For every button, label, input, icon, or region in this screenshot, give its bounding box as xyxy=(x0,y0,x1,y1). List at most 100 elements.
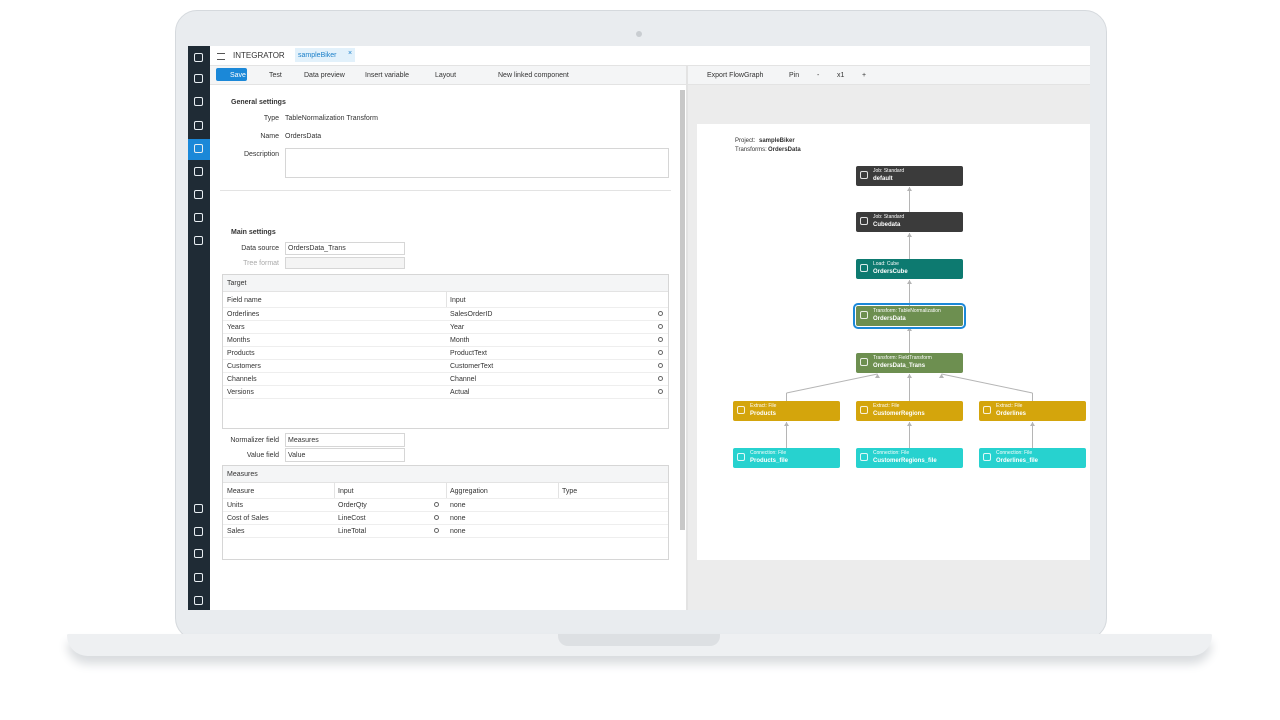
column-divider xyxy=(446,483,447,498)
toolbar-button[interactable]: Insert variable xyxy=(365,72,409,79)
link-icon[interactable] xyxy=(658,337,663,342)
cell: LineCost xyxy=(338,515,366,522)
sidebar-icon[interactable] xyxy=(194,190,203,199)
field-label: Normalizer field xyxy=(230,437,279,444)
node-kind: Connection: File xyxy=(996,450,1033,456)
graph-node[interactable]: Extract: File CustomerRegions xyxy=(856,401,963,421)
value-input[interactable] xyxy=(285,448,405,462)
node-name: OrdersData_Trans xyxy=(873,363,926,369)
panel-header xyxy=(223,466,668,483)
field-value[interactable]: Measures xyxy=(288,437,319,444)
arrow-head xyxy=(907,374,912,378)
link-icon[interactable] xyxy=(434,502,439,507)
sidebar-icon[interactable] xyxy=(194,573,203,582)
sidebar-icon[interactable] xyxy=(194,144,203,153)
sidebar-icon[interactable] xyxy=(194,504,203,513)
graph-node[interactable]: Connection: File Products_file xyxy=(733,448,840,468)
node-name: OrdersData xyxy=(873,316,906,322)
link-icon[interactable] xyxy=(658,311,663,316)
column-header: Input xyxy=(450,297,466,304)
sidebar-icon[interactable] xyxy=(194,167,203,176)
node-kind: Extract: File xyxy=(873,403,900,409)
field-label: Data source xyxy=(241,245,279,252)
description-input[interactable] xyxy=(285,148,669,178)
link-icon[interactable] xyxy=(434,515,439,520)
graph-node[interactable]: Job: Standard default xyxy=(856,166,963,186)
toolbar-button[interactable]: Test xyxy=(269,72,282,79)
field-label: Type xyxy=(263,115,279,122)
toolbar-button[interactable]: Layout xyxy=(435,72,457,79)
link-icon[interactable] xyxy=(658,389,663,394)
tab-label[interactable]: sampleBiker xyxy=(298,52,337,59)
toolbar-button[interactable]: Save xyxy=(230,72,246,79)
table-row xyxy=(223,524,668,538)
table-row xyxy=(223,307,668,321)
table-row xyxy=(223,385,668,399)
graph-node[interactable]: Load: Cube OrdersCube xyxy=(856,259,963,279)
data-source-select[interactable] xyxy=(285,242,405,255)
save-button[interactable] xyxy=(216,68,247,81)
graph-button[interactable]: Pin xyxy=(789,72,800,79)
table-row xyxy=(223,498,668,512)
divider xyxy=(686,66,688,610)
normalizer-input[interactable] xyxy=(285,433,405,447)
graph-node[interactable]: Extract: File Products xyxy=(733,401,840,421)
toolbar-button[interactable]: Data preview xyxy=(304,72,345,79)
toolbar-button[interactable]: New linked component xyxy=(498,72,569,79)
graph-node[interactable]: Connection: File Orderlines_file xyxy=(979,448,1086,468)
sidebar-icon[interactable] xyxy=(194,527,203,536)
sidebar-icon[interactable] xyxy=(194,213,203,222)
table-row xyxy=(223,333,668,347)
graph-button[interactable]: Export FlowGraph xyxy=(707,72,764,79)
graph-button[interactable]: - xyxy=(817,72,820,79)
tab[interactable] xyxy=(295,48,355,62)
graph-node[interactable]: Transform: FieldTransform OrdersData_Tran… xyxy=(856,353,963,373)
sidebar-icon[interactable] xyxy=(194,74,203,83)
section-heading[interactable]: Main settings xyxy=(231,229,276,236)
arrow-head xyxy=(907,187,912,191)
node-name: OrdersCube xyxy=(873,269,908,275)
separator xyxy=(220,190,671,191)
graph-node[interactable]: Transform: TableNormalization OrdersData xyxy=(853,303,966,329)
sidebar-icon[interactable] xyxy=(194,121,203,130)
node-icon xyxy=(860,406,868,414)
column-header: Type xyxy=(562,488,578,495)
sidebar-icon[interactable] xyxy=(194,596,203,605)
sidebar-active[interactable] xyxy=(188,139,210,160)
section-heading[interactable]: General settings xyxy=(231,99,286,106)
link-icon[interactable] xyxy=(658,376,663,381)
cell: none xyxy=(450,502,466,509)
field-value[interactable]: OrdersData_Trans xyxy=(288,245,346,252)
sidebar-icon[interactable] xyxy=(194,549,203,558)
graph-node[interactable]: Job: Standard Cubedata xyxy=(856,212,963,232)
link-icon[interactable] xyxy=(434,528,439,533)
graph-node[interactable]: Connection: File CustomerRegions_file xyxy=(856,448,963,468)
node-kind: Load: Cube xyxy=(873,261,899,267)
cell: Versions xyxy=(227,389,254,396)
field-label: Tree format xyxy=(243,260,279,267)
graph-button[interactable]: x1 xyxy=(837,72,845,79)
link-icon[interactable] xyxy=(658,324,663,329)
node-kind: Connection: File xyxy=(750,450,787,456)
target-panel: Target Field name Input Orderlines SalesO… xyxy=(222,274,669,429)
scrollbar[interactable] xyxy=(680,90,685,530)
sidebar-icon[interactable] xyxy=(194,53,203,62)
graph-button[interactable]: + xyxy=(862,72,867,79)
graph-label: Transforms: xyxy=(735,147,767,153)
table-row xyxy=(223,320,668,334)
link-icon[interactable] xyxy=(658,363,663,368)
node-icon xyxy=(860,171,868,179)
sidebar-icon[interactable] xyxy=(194,97,203,106)
graph-node[interactable]: Extract: File Orderlines xyxy=(979,401,1086,421)
sidebar-icon[interactable] xyxy=(194,236,203,245)
node-kind: Transform: TableNormalization xyxy=(873,308,941,314)
link-icon[interactable] xyxy=(658,350,663,355)
menu-icon[interactable] xyxy=(217,53,225,60)
node-kind: Transform: FieldTransform xyxy=(873,355,932,361)
table-row xyxy=(223,511,668,525)
arrow-head xyxy=(907,327,912,331)
field-value[interactable]: Value xyxy=(288,452,306,459)
cell: Units xyxy=(227,502,243,509)
cell: Customers xyxy=(227,363,261,370)
tab-close[interactable]: × xyxy=(348,50,353,57)
